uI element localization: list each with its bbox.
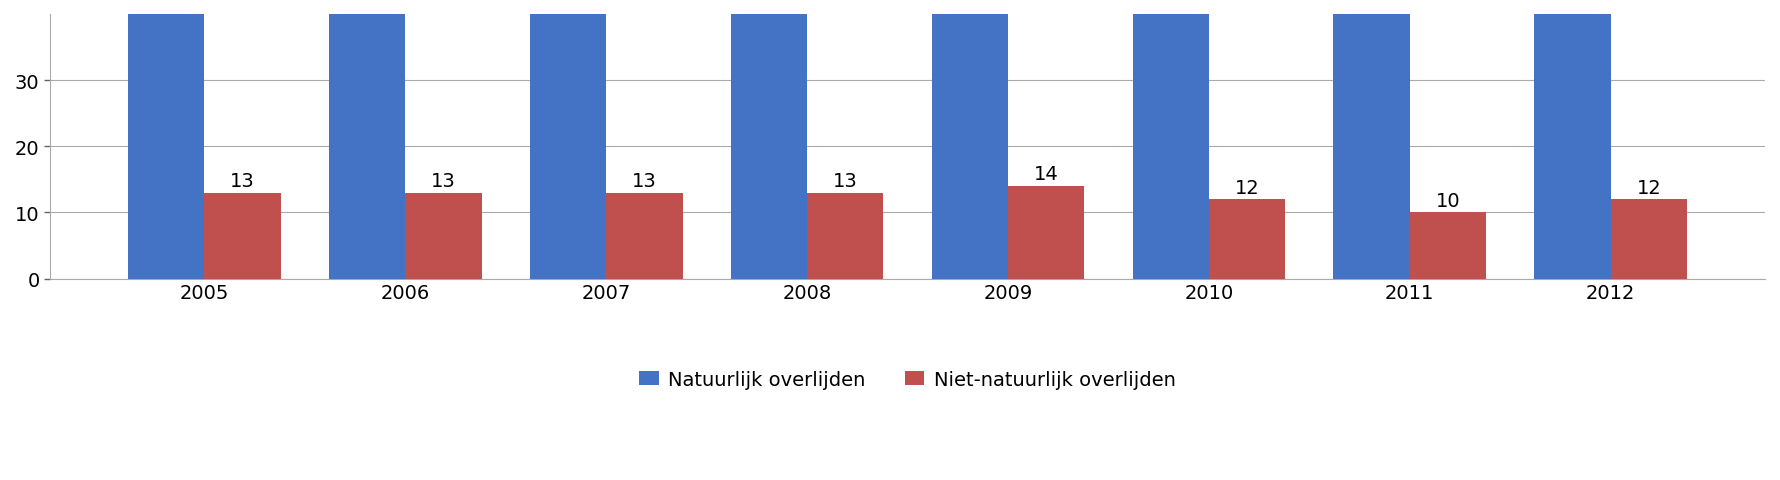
Text: 14: 14: [1034, 165, 1059, 184]
Bar: [205, 193, 281, 279]
Bar: [931, 0, 1007, 279]
Text: 10: 10: [1436, 192, 1460, 210]
Bar: [1007, 187, 1084, 279]
Text: 13: 13: [230, 171, 255, 191]
Bar: [1534, 0, 1611, 279]
Bar: [1132, 0, 1209, 279]
Bar: [732, 0, 806, 279]
Text: 13: 13: [632, 171, 657, 191]
Text: 13: 13: [431, 171, 456, 191]
Bar: [1333, 0, 1410, 279]
Bar: [128, 0, 205, 279]
Bar: [1611, 200, 1687, 279]
Text: 12: 12: [1235, 178, 1260, 197]
Bar: [1410, 213, 1486, 279]
Bar: [530, 0, 607, 279]
Text: 13: 13: [833, 171, 858, 191]
Bar: [329, 0, 406, 279]
Legend: Natuurlijk overlijden, Niet-natuurlijk overlijden: Natuurlijk overlijden, Niet-natuurlijk o…: [632, 362, 1184, 397]
Bar: [406, 193, 482, 279]
Bar: [607, 193, 682, 279]
Bar: [806, 193, 883, 279]
Bar: [1209, 200, 1285, 279]
Text: 12: 12: [1636, 178, 1661, 197]
